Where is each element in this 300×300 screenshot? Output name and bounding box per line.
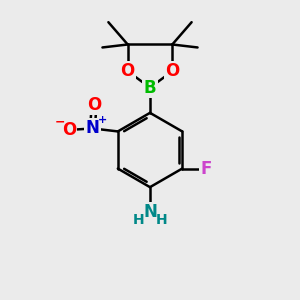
Text: O: O <box>62 121 76 139</box>
Text: O: O <box>87 96 101 114</box>
Text: −: − <box>55 115 65 128</box>
Text: O: O <box>121 62 135 80</box>
Text: H: H <box>133 213 145 227</box>
Text: N: N <box>143 203 157 221</box>
Text: +: + <box>98 115 107 124</box>
Text: F: F <box>200 160 211 178</box>
Text: B: B <box>144 79 156 97</box>
Text: O: O <box>165 62 179 80</box>
Text: H: H <box>155 213 167 227</box>
Text: N: N <box>85 119 100 137</box>
